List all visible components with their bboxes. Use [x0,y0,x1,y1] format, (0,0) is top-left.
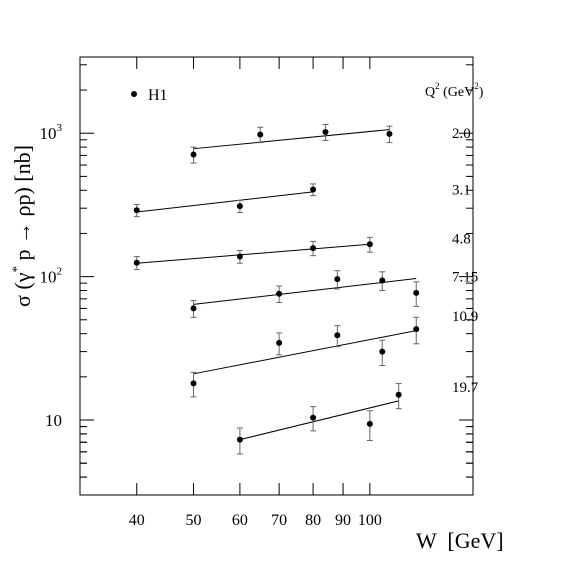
data-point [190,380,197,387]
data-point [310,414,317,421]
data-point [366,420,373,427]
data-point [334,332,341,339]
data-point [276,339,283,346]
axis-ticks: 40 50 60 70 80 90 100 10 102 103 [40,57,473,529]
data-point [236,436,243,443]
data-point [190,305,197,312]
data-point [310,245,317,252]
y-tick-label: 10 [45,411,62,430]
x-tick-label: 70 [271,512,287,529]
y-axis-label: σ (γ* p → ρp) [nb] [9,145,35,307]
data-point [257,131,264,138]
x-tick-label: 60 [232,512,248,529]
legend-label: H1 [148,87,168,104]
data-point [276,290,283,297]
data-point [310,186,317,193]
series-q2-label: 19.7 [452,380,479,396]
fit-lines [136,129,417,441]
data-point [190,151,197,158]
y-tick-label: 103 [40,122,63,143]
data-point [366,241,373,248]
fit-line [193,330,417,375]
data-point [334,276,341,283]
x-tick-label: 100 [358,512,382,529]
fit-line [136,243,370,264]
x-tick-label: 40 [129,512,145,529]
fit-line [193,129,390,150]
data-points [133,124,420,455]
data-point [379,277,386,284]
data-point [395,391,402,398]
x-tick-label: 50 [186,512,202,529]
data-point [322,128,329,135]
data-point [133,259,140,266]
series-q2-label: 2.0 [452,126,471,142]
data-point [413,326,420,333]
series-q2-label: 7.15 [452,270,478,286]
series-q2-label: 10.9 [452,309,478,325]
fit-line [136,191,314,213]
y-tick-label: 102 [40,266,63,287]
data-point [386,130,393,137]
series-q2-label: 4.8 [452,231,471,247]
x-axis-label: W [GeV] [416,528,504,553]
data-point [133,207,140,214]
fit-line [239,400,399,441]
series-labels: 2.0 3.1 4.8 7.15 10.9 19.7 [452,126,479,396]
data-point [379,348,386,355]
data-point [236,203,243,210]
legend-header: Q2 (GeV2) [425,81,484,100]
plot-frame [79,56,474,496]
data-point [236,253,243,260]
x-tick-label: 80 [305,512,321,529]
data-point [413,289,420,296]
x-tick-label: 90 [335,512,351,529]
fit-line [193,278,417,305]
legend-marker [131,91,137,97]
series-q2-label: 3.1 [452,183,471,199]
